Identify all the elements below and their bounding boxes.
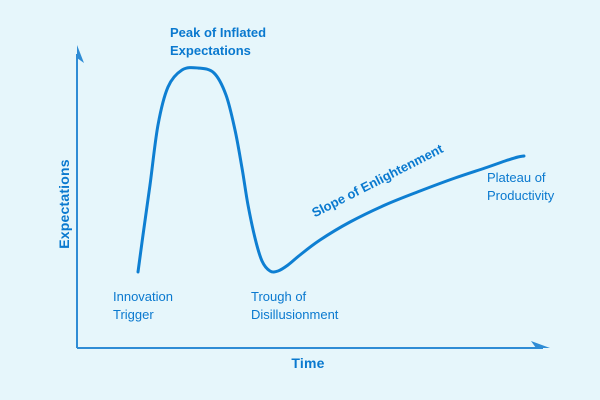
innovation-trigger-label: Innovation Trigger bbox=[113, 288, 173, 324]
trough-label-line2: Disillusionment bbox=[251, 307, 339, 322]
innovation-label-line1: Innovation bbox=[113, 289, 173, 304]
plateau-label-line2: Productivity bbox=[487, 188, 555, 203]
axis-arrow-up-icon bbox=[77, 45, 84, 63]
peak-label-line2: Expectations bbox=[170, 43, 251, 58]
trough-label-line1: Trough of bbox=[251, 289, 307, 304]
y-axis-label: Expectations bbox=[56, 159, 72, 249]
x-axis-label: Time bbox=[291, 355, 325, 371]
plateau-of-productivity-label: Plateau of Productivity bbox=[487, 169, 554, 205]
trough-of-disillusionment-label: Trough of Disillusionment bbox=[251, 288, 338, 324]
hype-cycle-curve bbox=[136, 66, 526, 274]
innovation-label-line2: Trigger bbox=[113, 307, 154, 322]
peak-label-line1: Peak of Inflated bbox=[170, 25, 267, 40]
peak-of-inflated-expectations-label: Peak of Inflated Expectations bbox=[170, 24, 266, 60]
axis-arrow-right-icon bbox=[531, 341, 550, 348]
plateau-label-line1: Plateau of bbox=[487, 170, 546, 185]
